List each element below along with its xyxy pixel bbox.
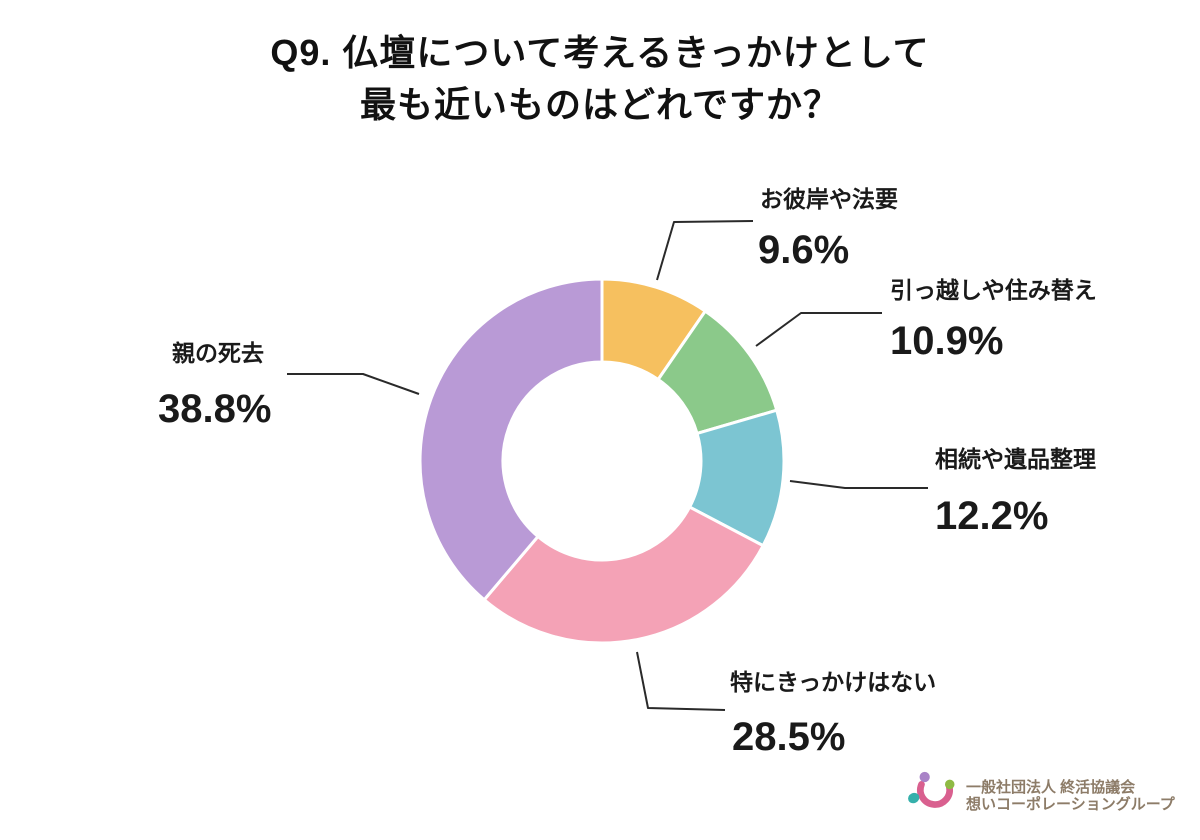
logo-text: 一般社団法人 終活協議会 想いコーポレーショングループ — [966, 779, 1175, 813]
slice-value-hikkoshi: 10.9% — [890, 319, 1004, 363]
chart-title-line1: Q9. 仏壇について考えるきっかけとして — [270, 32, 930, 73]
logo-text-line1: 一般社団法人 終活協議会 — [966, 779, 1136, 796]
chart-title: Q9. 仏壇について考えるきっかけとして 最も近いものはどれですか？ — [0, 27, 1200, 131]
slice-value-souzoku: 12.2% — [935, 494, 1049, 538]
slice-value-ohigan: 9.6% — [758, 228, 850, 272]
logo-smile-curve — [917, 781, 953, 808]
slice-label-ohigan: お彼岸や法要 — [760, 186, 898, 212]
smile-logo-icon — [908, 771, 955, 808]
slice-value-kikkake: 28.5% — [732, 715, 846, 759]
leader-line-souzoku — [789, 480, 928, 489]
leader-line-ohigan — [656, 220, 754, 281]
logo-dot-teal — [908, 792, 920, 804]
leader-line-hikkoshi — [755, 312, 882, 347]
company-logo: 一般社団法人 終活協議会 想いコーポレーショングループ — [900, 763, 1175, 813]
donut-segment-4 — [418, 277, 604, 602]
chart-title-line2: 最も近いものはどれですか？ — [360, 84, 840, 125]
donut-segment-3 — [482, 505, 765, 645]
slice-label-hikkoshi: 引っ越しや住み替え — [890, 277, 1097, 303]
slice-label-shikyo: 親の死去 — [172, 340, 264, 366]
leader-line-shikyo — [287, 373, 420, 395]
logo-dot-green — [944, 779, 955, 790]
logo-dot-purple — [919, 771, 930, 783]
slice-label-kikkake: 特にきっかけはない — [730, 669, 937, 695]
slice-label-souzoku: 相続や遺品整理 — [935, 446, 1096, 472]
logo-text-line2: 想いコーポレーショングループ — [966, 796, 1175, 813]
donut-segments — [418, 277, 786, 645]
leader-line-kikkake — [636, 651, 726, 711]
slice-value-shikyo: 38.8% — [158, 387, 272, 431]
